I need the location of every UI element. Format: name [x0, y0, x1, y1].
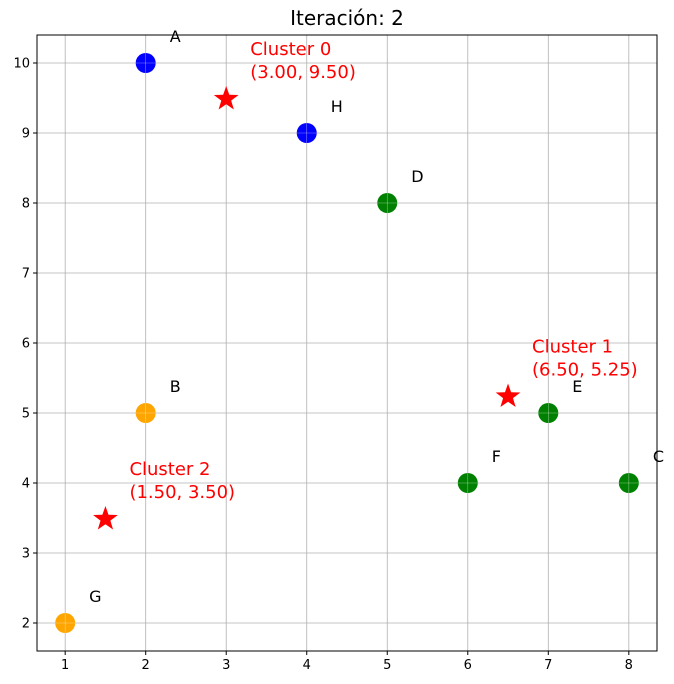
point-label-g: G [89, 587, 101, 606]
centroid-name-0: Cluster 0 [250, 39, 331, 60]
centroid-coords-2: (1.50, 3.50) [129, 482, 235, 503]
data-points: A B C D E F G H [55, 27, 664, 633]
axis-ticks: 1 2 3 4 5 6 7 8 2 3 4 5 6 7 8 9 10 [13, 57, 633, 674]
point-label-a: A [170, 27, 181, 46]
y-tick-label: 9 [22, 127, 30, 142]
y-tick-label: 6 [22, 337, 30, 352]
x-tick-label: 1 [61, 658, 69, 673]
y-tick-label: 4 [22, 477, 30, 492]
y-tick-label: 10 [13, 57, 30, 72]
centroid-star-2 [93, 506, 118, 530]
y-tick-label: 2 [22, 617, 30, 632]
x-tick-label: 4 [303, 658, 311, 673]
centroids: Cluster 0(3.00, 9.50) Cluster 1(6.50, 5.2… [93, 39, 638, 530]
y-tick-label: 3 [22, 547, 30, 562]
y-tick-label: 7 [22, 267, 30, 282]
centroid-coords-0: (3.00, 9.50) [250, 62, 356, 83]
point-label-h: H [331, 97, 343, 116]
y-tick-label: 5 [22, 407, 30, 422]
x-tick-label: 5 [383, 658, 391, 673]
x-tick-label: 2 [142, 658, 150, 673]
centroid-name-2: Cluster 2 [129, 459, 210, 480]
chart-title: Iteración: 2 [290, 6, 404, 30]
point-label-d: D [411, 167, 423, 186]
centroid-star-0 [213, 86, 239, 110]
y-tick-label: 8 [22, 197, 30, 212]
x-tick-label: 7 [544, 658, 552, 673]
x-tick-label: 3 [222, 658, 230, 673]
x-tick-label: 6 [464, 658, 472, 673]
x-tick-label: 8 [625, 658, 633, 673]
point-label-c: C [653, 447, 664, 466]
point-label-b: B [170, 377, 181, 396]
point-label-e: E [572, 377, 582, 396]
centroid-name-1: Cluster 1 [532, 337, 613, 358]
centroid-coords-1: (6.50, 5.25) [532, 360, 638, 381]
plot-frame [36, 34, 658, 652]
point-label-f: F [492, 447, 501, 466]
centroid-star-1 [495, 383, 521, 408]
